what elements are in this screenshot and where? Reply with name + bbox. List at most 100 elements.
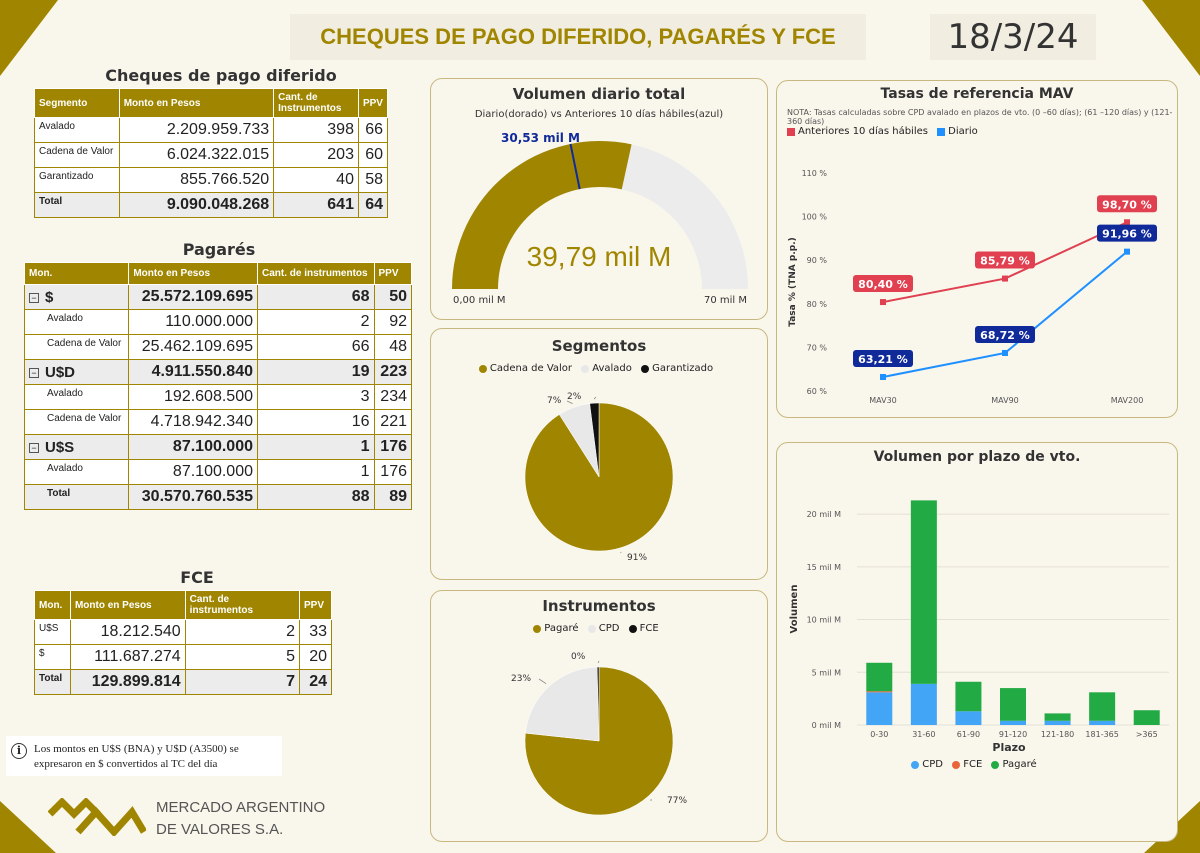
ppv-cell: 66 [357,117,389,143]
data-point [880,374,886,381]
instrumentos-panel: Instrumentos Pagaré CPD FCE 77% 23% 0% [430,590,768,842]
group-row-usd-bna[interactable]: − U$S 87.100.000 1 176 [23,434,412,460]
tasas-line-chart: 60 % 70 % 80 % 90 % 100 % 110 % Tasa % (TNA p.… [788,169,1157,405]
bar-segment [1000,720,1026,725]
total-amount: 9.090.048.268 [118,192,275,218]
mav-logo-icon [48,798,146,836]
bar-segment [1000,688,1026,721]
total-ppv: 24 [299,669,332,695]
bar-segment [910,500,937,684]
legend-item[interactable]: Pagaré [533,623,579,634]
count-cell: 2 [257,309,375,335]
data-label-box [1097,195,1157,213]
group-row-pesos[interactable]: − $ 25.572.109.695 68 50 [23,284,412,310]
bar-segment [955,681,982,712]
pie-slice [596,666,600,742]
bar-segment [1044,713,1071,721]
legend-item[interactable]: Garantizado [641,363,713,374]
ppv-cell: 234 [373,384,412,410]
segment-cell: Avalado [23,309,130,335]
bar-segment [866,662,893,692]
currency-label: $ [45,288,54,306]
column-header: Monto en Pesos [118,88,275,118]
legend-item[interactable]: Cadena de Valor [478,363,572,374]
count-cell: 2 [184,619,301,645]
count-cell: 68 [257,284,375,310]
plazo-legend: CPD FCE Pagaré [777,759,1177,772]
bar-segment [1133,710,1160,725]
column-header: Monto en Pesos [69,590,186,620]
legend-item[interactable]: Diario [937,126,978,137]
segment-cell: Cadena de Valor [34,142,120,168]
collapse-toggle-icon[interactable]: − [29,367,39,378]
y-tick-label: 15 mil M [807,563,842,572]
group-row-usd-a3500[interactable]: − U$D 4.911.550.840 19 223 [23,359,412,385]
legend-item[interactable]: CPD [587,623,619,634]
pie-slice-label: 2% [567,392,582,402]
x-tick-label: >365 [1136,730,1158,739]
segment-cell: Cadena de Valor [23,409,130,435]
pie-slice-label: 7% [547,396,562,406]
company-logo-text: MERCADO ARGENTINO DE VALORES S.A. [156,797,325,841]
gauge-target-label: 30,53 mil M [501,131,580,145]
legend-item[interactable]: Anteriores 10 días hábiles [787,126,928,137]
table-header-row: Mon. Monto en Pesos Cant. de instrumento… [34,590,332,620]
amount-cell: 111.687.274 [69,644,186,670]
pie-leader-line [538,678,547,684]
collapse-toggle-icon[interactable]: − [29,442,39,453]
legend-item[interactable]: Avalado [581,363,632,374]
total-count: 88 [257,484,375,510]
legend-dot-icon [581,364,590,373]
count-cell: 398 [273,117,359,143]
data-label: 85,79 % [980,255,1030,268]
segmentos-panel: Segmentos Cadena de Valor Avalado Garant… [430,328,768,580]
legend-dot-icon [641,364,650,373]
gauge-value-label: 39,79 mil M [526,241,672,272]
segmentos-title: Segmentos [551,337,647,355]
currency-label: U$S [45,438,75,456]
y-tick-label: 20 mil M [807,510,842,519]
series-line [882,250,1128,378]
bar-segment [866,691,893,693]
gauge-max-label: 70 mil M [703,295,747,306]
data-label-box [853,275,913,293]
bar-segment [1044,720,1071,725]
legend-item[interactable]: FCE [952,759,982,770]
table-row: U$S 18.212.540 2 33 [34,619,332,645]
x-tick-label: MAV90 [991,396,1019,405]
legend-item[interactable]: FCE [628,623,659,634]
ppv-cell: 176 [373,434,412,460]
pie-slice-label: 23% [511,674,531,684]
count-cell: 203 [273,142,359,168]
legend-item[interactable]: CPD [911,759,943,770]
column-header: Segmento [34,88,120,118]
pie-slice [589,402,600,478]
pie-slice-label: 0% [571,652,586,662]
tasas-legend: Anteriores 10 días hábiles Diario [787,126,984,139]
amount-cell: 6.024.322.015 [118,142,275,168]
legend-dot-icon [533,624,542,633]
pie-leader-line [593,396,597,400]
collapse-toggle-icon[interactable]: − [29,292,39,303]
count-cell: 40 [273,167,359,193]
corner-decoration-top-right [1142,0,1200,76]
column-header: PPV [357,88,389,118]
y-tick-label: 110 % [802,169,828,178]
segment-cell: Avalado [23,384,130,410]
column-header: PPV [373,262,412,285]
segmentos-legend: Cadena de Valor Avalado Garantizado [431,363,767,376]
table-total-row: Total 129.899.814 7 24 [34,669,332,695]
data-point [1124,219,1130,226]
data-label: 91,96 % [1102,228,1152,241]
cpd-table: Segmento Monto en Pesos Cant. de Instrum… [34,88,389,218]
y-tick-label: 0 mil M [812,721,841,730]
pie-slice-label: 91% [627,553,647,563]
legend-dot-icon [478,364,487,373]
amount-cell: 25.462.109.695 [128,334,258,360]
count-cell: 1 [257,434,375,460]
y-tick-label: 80 % [807,300,828,309]
total-label: Total [23,484,130,510]
legend-item[interactable]: Pagaré [991,759,1037,770]
y-tick-label: 5 mil M [812,668,841,677]
gauge-title: Volumen diario total [512,85,686,103]
